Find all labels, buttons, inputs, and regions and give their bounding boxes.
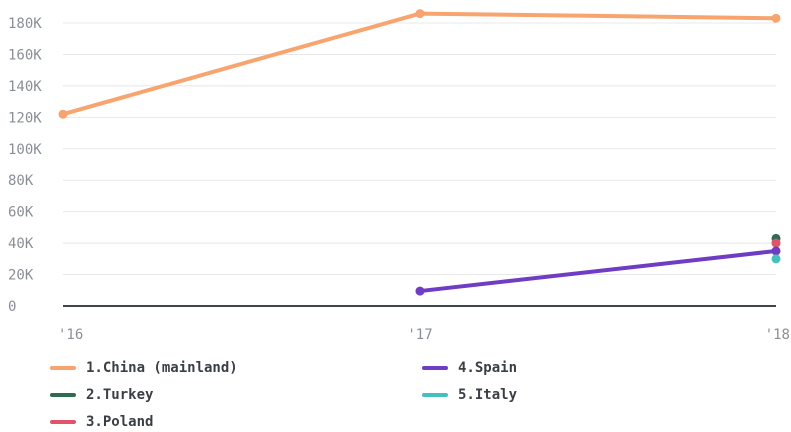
legend-item-italy[interactable]: 5.Italy bbox=[422, 385, 517, 405]
y-tick-label: 120K bbox=[8, 110, 42, 126]
legend-swatch-italy bbox=[422, 393, 448, 397]
series-line bbox=[61, 11, 778, 117]
series-line bbox=[418, 248, 778, 294]
y-tick-label: 180K bbox=[8, 16, 42, 32]
x-tick-label: '18 bbox=[765, 327, 790, 343]
legend-item-china[interactable]: 1.China (mainland) bbox=[50, 358, 238, 378]
y-tick-label: 60K bbox=[8, 205, 34, 221]
y-tick-label: 80K bbox=[8, 173, 34, 189]
y-tick-label: 100K bbox=[8, 142, 42, 158]
y-tick-label: 0 bbox=[8, 299, 16, 315]
data-point[interactable] bbox=[415, 286, 425, 296]
legend-swatch-spain bbox=[422, 366, 448, 370]
data-point[interactable] bbox=[771, 13, 781, 23]
legend-item-turkey[interactable]: 2.Turkey bbox=[50, 385, 153, 405]
y-tick-label: 140K bbox=[8, 79, 42, 95]
legend-swatch-turkey bbox=[50, 393, 76, 397]
legend-swatch-china bbox=[50, 366, 76, 370]
series-group bbox=[58, 9, 781, 296]
legend-label-poland: 3.Poland bbox=[86, 414, 154, 430]
legend-label-turkey: 2.Turkey bbox=[86, 387, 154, 403]
data-point[interactable] bbox=[58, 109, 68, 119]
legend-label-spain: 4.Spain bbox=[458, 360, 518, 376]
legend-item-poland[interactable]: 3.Poland bbox=[50, 412, 153, 432]
x-tick-label: '16 bbox=[58, 327, 83, 343]
legend-label-italy: 5.Italy bbox=[458, 387, 518, 403]
y-axis-ticks: 0 20K 40K 60K 80K 100K 120K 140K 160K 180K bbox=[8, 16, 42, 315]
data-point[interactable] bbox=[771, 238, 781, 248]
legend-label-china: 1.China (mainland) bbox=[86, 360, 238, 376]
legend-swatch-poland bbox=[50, 420, 76, 424]
data-point[interactable] bbox=[771, 254, 781, 264]
y-tick-label: 160K bbox=[8, 47, 42, 63]
y-tick-label: 20K bbox=[8, 268, 34, 284]
x-tick-label: '17 bbox=[407, 327, 432, 343]
gridlines bbox=[63, 22, 776, 276]
data-point[interactable] bbox=[771, 246, 781, 256]
y-tick-label: 40K bbox=[8, 236, 34, 252]
data-point[interactable] bbox=[415, 9, 425, 19]
legend-item-spain[interactable]: 4.Spain bbox=[422, 358, 517, 378]
x-axis-ticks: '16 '17 '18 bbox=[58, 327, 790, 343]
